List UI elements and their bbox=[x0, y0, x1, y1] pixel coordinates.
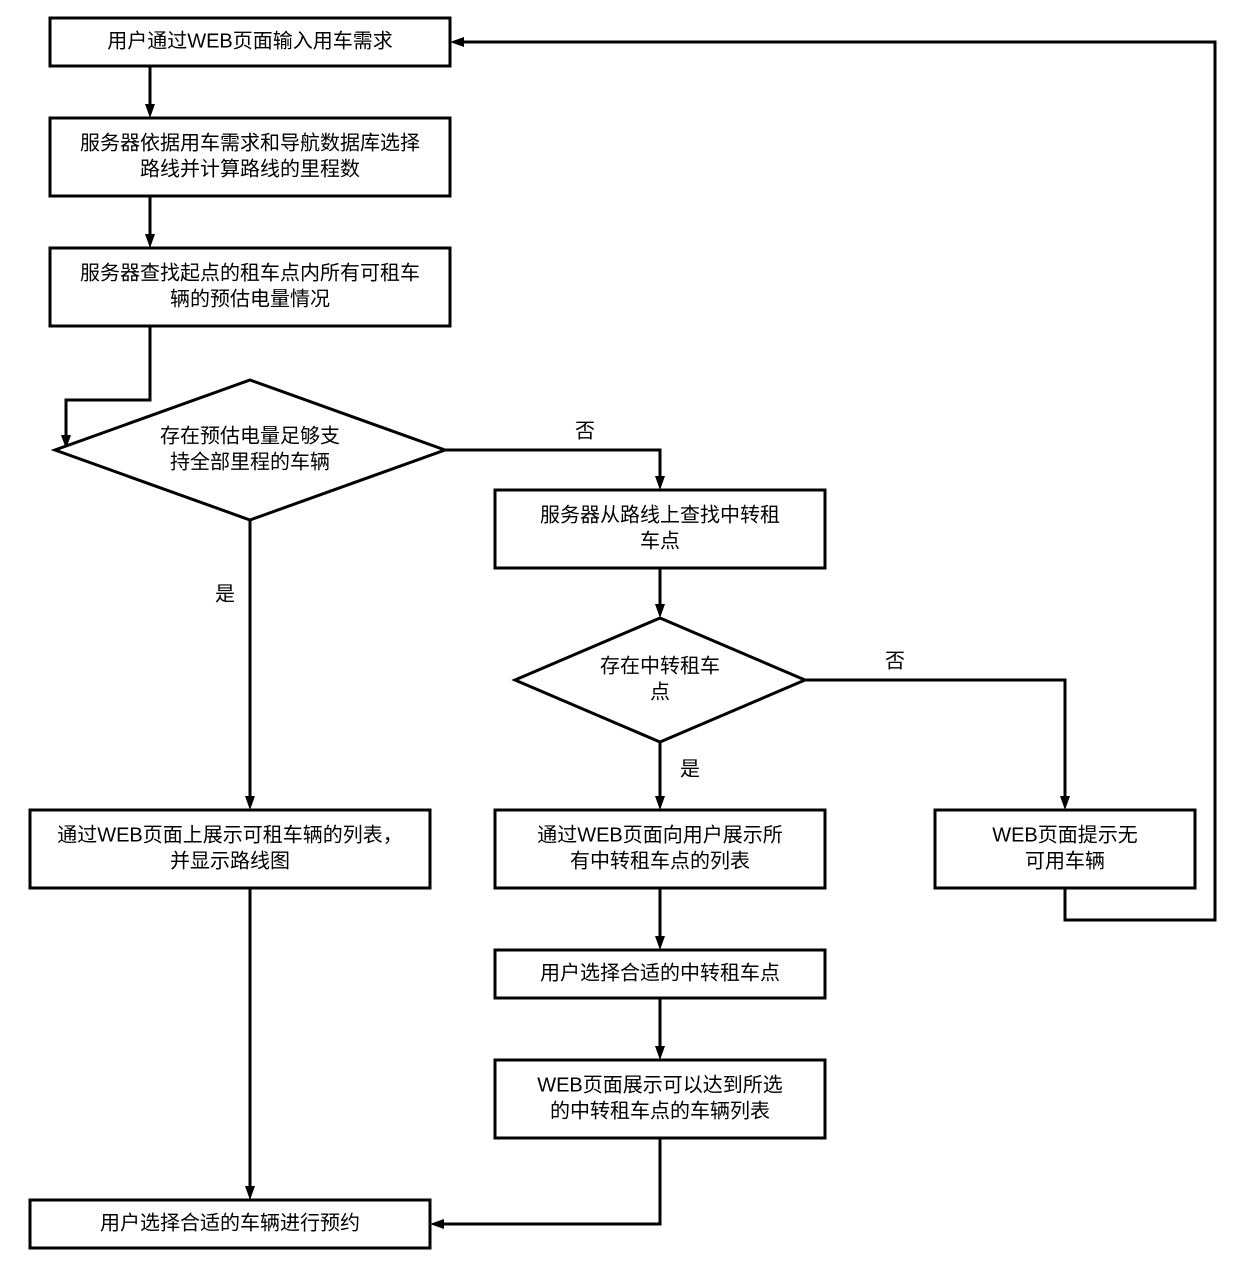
edge-label: 否 bbox=[885, 650, 905, 672]
node-text: 通过WEB页面上展示可租车辆的列表， bbox=[57, 823, 403, 846]
flow-node-n4 bbox=[495, 490, 825, 568]
node-text: 通过WEB页面向用户展示所 bbox=[537, 823, 783, 846]
node-text: 辆的预估电量情况 bbox=[170, 287, 330, 310]
flow-node-n7 bbox=[935, 810, 1195, 888]
node-text: WEB页面提示无 bbox=[992, 823, 1138, 846]
node-text: 用户选择合适的中转租车点 bbox=[540, 961, 780, 984]
node-text: 存在预估电量足够支 bbox=[160, 424, 340, 447]
node-text: 并显示路线图 bbox=[170, 849, 290, 872]
edge bbox=[438, 1138, 660, 1224]
node-text: 的中转租车点的车辆列表 bbox=[550, 1099, 770, 1122]
node-text: WEB页面展示可以达到所选 bbox=[537, 1073, 783, 1096]
flow-node-n2 bbox=[50, 118, 450, 196]
flow-node-n9 bbox=[495, 1060, 825, 1138]
node-text: 用户选择合适的车辆进行预约 bbox=[100, 1211, 360, 1234]
node-text: 点 bbox=[650, 680, 670, 703]
node-text: 服务器从路线上查找中转租 bbox=[540, 503, 780, 526]
node-text: 服务器查找起点的租车点内所有可租车 bbox=[80, 261, 420, 284]
edge-label: 否 bbox=[575, 420, 595, 442]
edge bbox=[445, 450, 660, 482]
edge bbox=[805, 680, 1065, 802]
edge bbox=[458, 42, 1215, 920]
node-text: 持全部里程的车辆 bbox=[170, 450, 330, 473]
flowchart-canvas: 是否是否用户通过WEB页面输入用车需求服务器依据用车需求和导航数据库选择路线并计… bbox=[0, 0, 1240, 1276]
flow-node-n5 bbox=[30, 810, 430, 888]
node-text: 可用车辆 bbox=[1025, 849, 1105, 872]
node-text: 车点 bbox=[640, 529, 680, 552]
node-text: 用户通过WEB页面输入用车需求 bbox=[107, 29, 393, 52]
node-text: 服务器依据用车需求和导航数据库选择 bbox=[80, 131, 420, 154]
edge-label: 是 bbox=[680, 758, 700, 780]
flow-decision-d2 bbox=[515, 618, 805, 742]
flow-node-n3 bbox=[50, 248, 450, 326]
node-text: 路线并计算路线的里程数 bbox=[140, 157, 360, 180]
flow-node-n6 bbox=[495, 810, 825, 888]
node-text: 存在中转租车 bbox=[600, 654, 720, 677]
node-text: 有中转租车点的列表 bbox=[570, 849, 750, 872]
edge-label: 是 bbox=[215, 583, 235, 605]
